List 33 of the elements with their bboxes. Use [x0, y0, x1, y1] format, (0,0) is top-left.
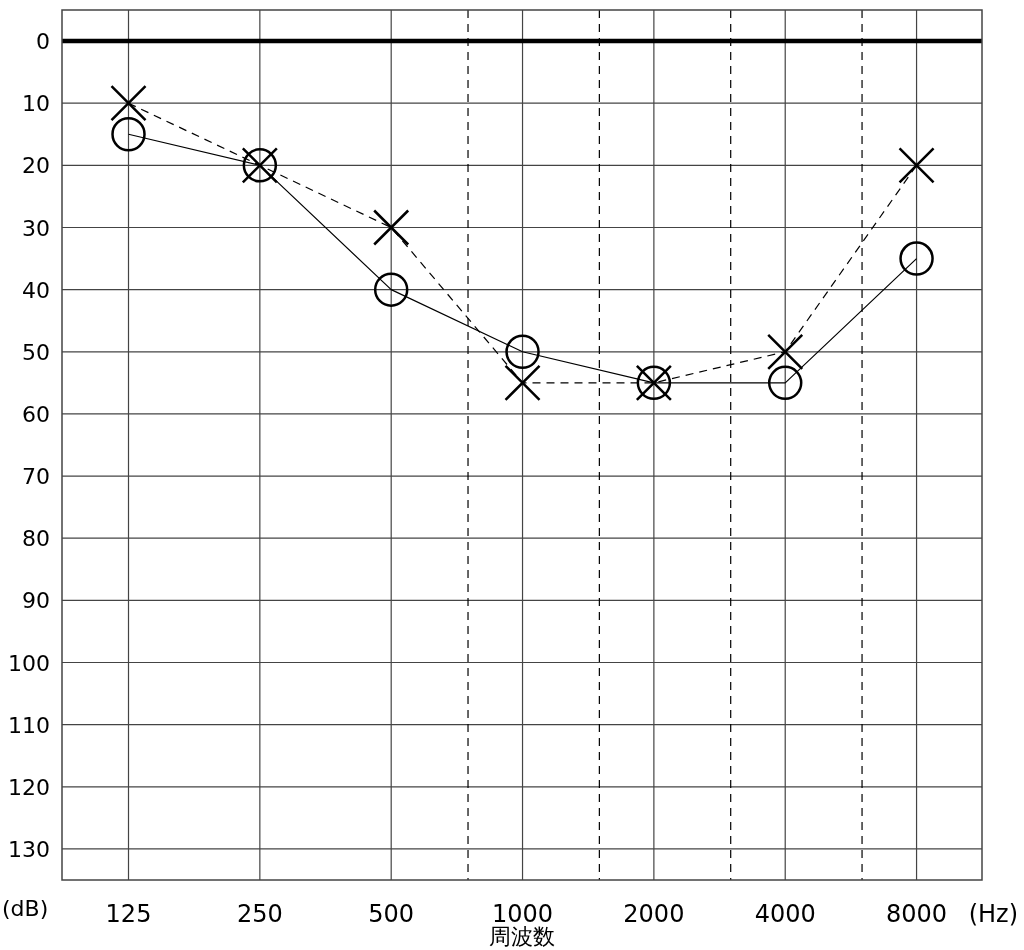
xtick: 125	[105, 900, 152, 928]
point	[766, 333, 804, 371]
xtick: 2000	[623, 900, 685, 928]
ytick: 30	[22, 215, 50, 241]
xtick: 500	[368, 900, 415, 928]
ytick: 90	[22, 588, 50, 614]
point	[373, 272, 409, 307]
ytick: 50	[22, 339, 50, 365]
ytick: 80	[22, 526, 50, 552]
point	[898, 147, 935, 184]
point	[504, 364, 541, 402]
ytick: 110	[8, 712, 50, 738]
point	[372, 209, 410, 246]
point	[111, 117, 146, 152]
point	[767, 365, 803, 401]
ytick: 0	[36, 29, 50, 55]
ytick: 60	[22, 401, 50, 427]
ytick: 40	[22, 277, 50, 303]
ytick: 20	[22, 153, 50, 179]
point	[505, 334, 540, 370]
ytick: 120	[8, 774, 50, 800]
ytick: 10	[22, 91, 50, 117]
xlabel: 周波数	[489, 924, 555, 949]
ytick: 100	[8, 650, 50, 676]
xtick: 8000	[886, 900, 948, 928]
ytick: 130	[8, 836, 50, 862]
xtick: 4000	[754, 900, 816, 928]
point	[110, 84, 147, 122]
xtick: 250	[236, 900, 283, 928]
annotation: (dB)	[2, 896, 49, 921]
ytick: 70	[22, 464, 50, 490]
point	[899, 241, 934, 276]
annotation: (Hz)	[968, 900, 1018, 928]
